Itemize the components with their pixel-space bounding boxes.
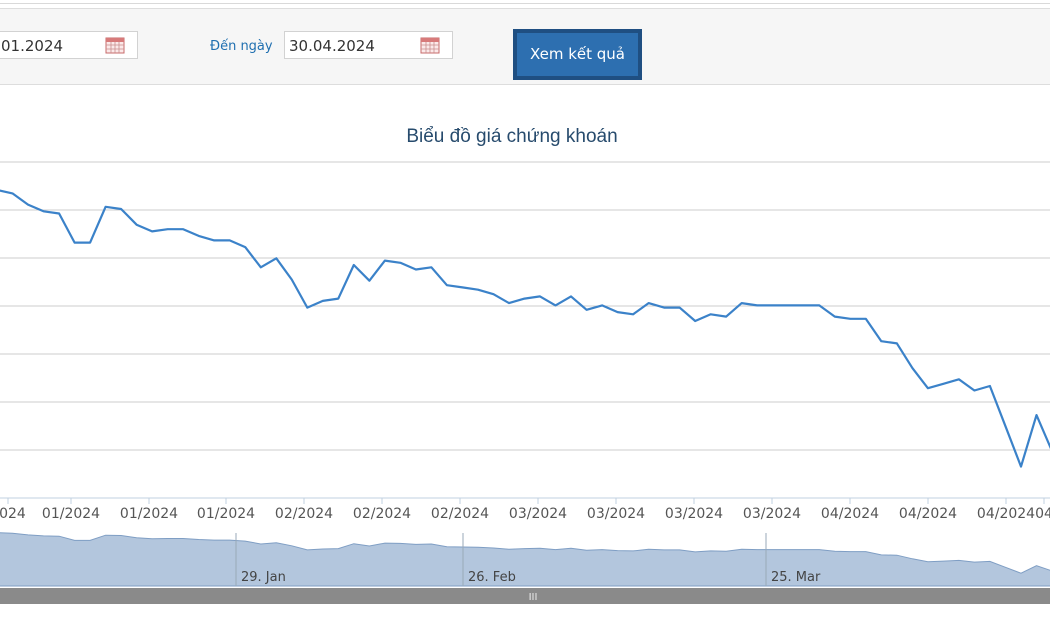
plot-area (0, 189, 1050, 468)
price-line (0, 189, 1050, 468)
scrollbar-track[interactable] (0, 588, 1050, 604)
x-tick-label: 04 (1035, 506, 1050, 522)
x-tick-label: 03/2024 (743, 506, 801, 522)
scrollbar-grip-icon: III (529, 592, 538, 603)
x-tick-label: 02/2024 (353, 506, 411, 522)
calendar-icon[interactable] (105, 36, 125, 54)
navigator-label: 26. Feb (468, 570, 516, 585)
scrollbar[interactable]: III (0, 588, 1050, 604)
stock-price-chart: Biểu đồ giá chứng khoán 2024 01/2024 01/20… (0, 126, 1050, 604)
view-results-button[interactable]: Xem kết quả (517, 33, 638, 76)
date-filter-bar: 01.2024 Đến ngày 30.04.2024 Xem kết quả (0, 8, 1050, 85)
chart-title: Biểu đồ giá chứng khoán (406, 126, 617, 147)
x-tick-label: 02/2024 (431, 506, 489, 522)
calendar-icon[interactable] (420, 36, 440, 54)
navigator: 29. Jan 26. Feb 25. Mar (0, 532, 1050, 587)
x-tick-label: 04/2024 (899, 506, 957, 522)
navigator-area (0, 532, 1050, 587)
top-divider (0, 0, 1050, 4)
x-tick-label: 04/2024 (821, 506, 879, 522)
x-tick-label: 01/2024 (120, 506, 178, 522)
x-tick-label: 2024 (0, 506, 26, 522)
grid-lines (0, 161, 1050, 499)
view-results-button-frame[interactable]: Xem kết quả (513, 29, 642, 80)
x-tick-label: 03/2024 (587, 506, 645, 522)
x-tick-label: 04/2024 (977, 506, 1035, 522)
from-date-value: 01.2024 (1, 37, 64, 55)
navigator-label: 29. Jan (241, 570, 286, 585)
to-date-label: Đến ngày (210, 39, 273, 54)
x-tick-label: 01/2024 (42, 506, 100, 522)
x-tick-label: 03/2024 (665, 506, 723, 522)
x-tick-label: 01/2024 (197, 506, 255, 522)
x-axis: 2024 01/2024 01/2024 01/2024 02/2024 02/2024 0… (0, 498, 1050, 522)
navigator-label: 25. Mar (771, 570, 821, 585)
from-date-field[interactable]: 01.2024 (0, 31, 138, 59)
to-date-field[interactable]: 30.04.2024 (284, 31, 453, 59)
to-date-value: 30.04.2024 (289, 37, 375, 55)
x-tick-label: 03/2024 (509, 506, 567, 522)
x-tick-label: 02/2024 (275, 506, 333, 522)
